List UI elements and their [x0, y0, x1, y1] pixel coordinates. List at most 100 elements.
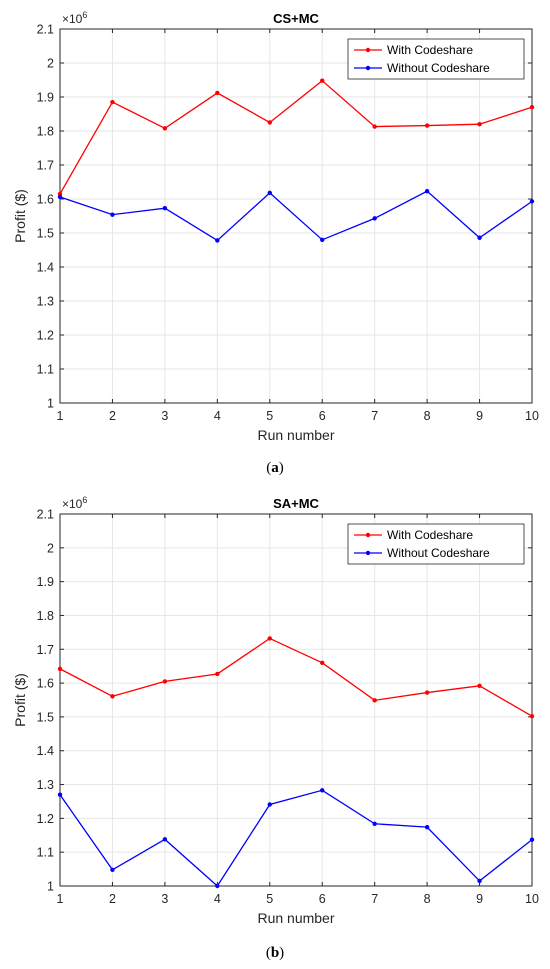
x-tick-label: 8	[424, 409, 431, 423]
data-point	[57, 666, 63, 672]
plot-area	[60, 514, 532, 886]
x-tick-label: 3	[161, 409, 168, 423]
y-tick-label: 2.1	[37, 23, 54, 37]
x-tick-label: 3	[161, 892, 168, 906]
data-point	[110, 99, 115, 105]
x-tick-label: 6	[319, 409, 326, 423]
x-tick-label: 2	[109, 409, 116, 423]
legend-box	[347, 38, 525, 80]
legend-entry: Without Codeshare	[387, 546, 490, 560]
x-axis-label: Run number	[257, 910, 334, 926]
data-point	[162, 679, 168, 684]
x-tick-label: 2	[109, 892, 116, 906]
y-tick-label: 1.1	[37, 363, 54, 377]
legend-entry: With Codeshare	[387, 528, 473, 542]
legend-box	[347, 523, 525, 565]
data-point	[320, 237, 325, 242]
series-line-2	[59, 190, 533, 242]
data-point	[267, 636, 272, 641]
legend-marker	[365, 65, 371, 71]
data-point	[215, 883, 220, 889]
y-axis-label: Profit ($)	[12, 189, 28, 243]
x-tick-label: 4	[214, 409, 221, 423]
data-point	[372, 821, 377, 826]
chart-title: CS+MC	[273, 11, 319, 26]
x-tick-label: 8	[424, 892, 431, 906]
y-tick-label: 1	[47, 397, 54, 411]
y-tick-label: 1.4	[37, 261, 54, 275]
x-tick-label: 7	[371, 892, 378, 906]
data-point	[57, 194, 63, 200]
y-tick-label: 2.1	[37, 508, 54, 522]
data-point	[477, 683, 482, 688]
data-point	[320, 788, 325, 793]
y-tick-label: 1.4	[37, 744, 54, 758]
x-tick-label: 10	[525, 892, 539, 906]
x-tick-label: 9	[476, 892, 483, 906]
y-axis-label: Profit ($)	[12, 673, 28, 727]
legend-marker	[365, 47, 371, 53]
chart-panel-2: 1 1.1 1.2 1.3 1.4 1.5 1.6 1.7 1.8 1.9 2 2.1 1 2 3 4 5 6 7 8…	[12, 495, 539, 961]
panel-caption: (a)	[266, 460, 284, 476]
data-point	[215, 90, 220, 96]
axes-frame	[59, 28, 533, 404]
x-tick-label: 6	[319, 892, 326, 906]
data-point	[477, 878, 482, 884]
data-point	[529, 199, 535, 204]
data-point	[477, 235, 482, 240]
data-point	[372, 124, 377, 129]
y-exponent-label: ×106	[62, 10, 87, 26]
data-point	[320, 78, 325, 83]
legend-marker	[365, 532, 371, 538]
y-tick-label: 1.1	[37, 846, 54, 860]
data-point	[424, 824, 430, 830]
panel-caption: (b)	[266, 945, 284, 961]
x-tick-label: 10	[525, 409, 539, 423]
data-point	[267, 190, 272, 196]
series-line-1	[59, 79, 533, 195]
y-exponent-label: ×106	[62, 495, 87, 511]
data-point	[110, 867, 115, 872]
x-axis-label: Run number	[257, 427, 334, 443]
y-tick-label: 1.3	[37, 295, 54, 309]
x-tick-label: 4	[214, 892, 221, 906]
data-point	[529, 837, 535, 842]
y-tick-label: 1.3	[37, 778, 54, 792]
y-tick-label: 1.8	[37, 609, 54, 623]
x-tick-label: 5	[266, 409, 273, 423]
series-line-2	[59, 789, 533, 887]
y-tick-label: 1.9	[37, 91, 54, 105]
x-tick-label: 9	[476, 409, 483, 423]
y-tick-label: 1.9	[37, 575, 54, 589]
y-tick-label: 1.7	[37, 643, 54, 657]
legend-entry: With Codeshare	[387, 43, 473, 57]
series-line-1	[59, 637, 533, 717]
x-tick-label: 7	[371, 409, 378, 423]
y-tick-label: 1.2	[37, 812, 54, 826]
data-point	[529, 105, 535, 110]
data-point	[57, 191, 63, 197]
y-tick-label: 1.2	[37, 329, 54, 343]
legend-marker	[365, 550, 371, 556]
data-point	[57, 792, 63, 797]
y-tick-label: 2	[47, 541, 54, 555]
data-point	[110, 212, 115, 217]
legend: With Codeshare Without Codeshare	[347, 38, 525, 80]
y-tick-label: 1.8	[37, 125, 54, 139]
x-tick-label: 1	[57, 409, 64, 423]
x-tick-label: 5	[266, 892, 273, 906]
data-point	[267, 120, 272, 125]
axes-frame	[59, 513, 533, 887]
y-tick-label: 1.5	[37, 710, 54, 724]
data-point	[162, 205, 168, 211]
data-point	[162, 126, 168, 131]
y-tick-label: 1.6	[37, 677, 54, 691]
data-point	[215, 238, 220, 243]
y-tick-label: 2	[47, 57, 54, 71]
data-point	[320, 660, 325, 665]
x-tick-label: 1	[57, 892, 64, 906]
y-tick-label: 1.7	[37, 159, 54, 173]
data-point	[424, 123, 430, 128]
data-point	[372, 698, 377, 703]
data-point	[267, 802, 272, 807]
